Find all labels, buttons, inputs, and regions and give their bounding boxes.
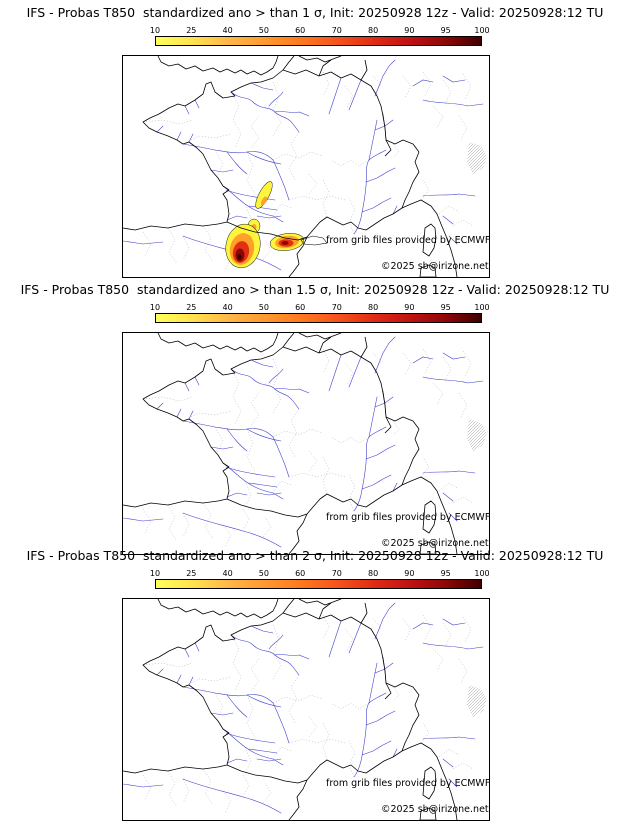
colorbar-tick: 50 <box>258 26 269 35</box>
colorbar-tick: 100 <box>474 303 490 312</box>
colorbar-tick: 25 <box>186 303 197 312</box>
colorbar-tick: 40 <box>222 303 233 312</box>
colorbar-tick: 95 <box>440 303 451 312</box>
colorbar-tick: 100 <box>474 569 490 578</box>
colorbar-gradient <box>155 579 482 589</box>
colorbar: 10 25 40 50 60 70 80 90 95 100 <box>150 303 490 323</box>
panel-title: IFS - Probas T850 standardized ano > tha… <box>26 5 604 20</box>
colorbar-tick: 80 <box>368 26 379 35</box>
colorbar-tick: 60 <box>295 26 306 35</box>
colorbar-gradient <box>155 36 482 46</box>
colorbar-tick: 10 <box>149 26 161 35</box>
colorbar-tick: 25 <box>186 26 197 35</box>
colorbar-tick: 25 <box>186 569 197 578</box>
colorbar-gradient <box>155 313 482 323</box>
colorbar-tick: 70 <box>331 26 342 35</box>
colorbar-tick: 70 <box>331 569 342 578</box>
copyright-text: ©2025 sb@irizone.net <box>381 804 489 815</box>
colorbar-tick: 80 <box>368 569 379 578</box>
panel-title: IFS - Probas T850 standardized ano > tha… <box>20 282 610 297</box>
colorbar-tick: 50 <box>258 303 269 312</box>
colorbar-ticks: 10 25 40 50 60 70 80 90 95 100 <box>150 569 490 579</box>
colorbar-ticks: 10 25 40 50 60 70 80 90 95 100 <box>150 303 490 313</box>
colorbar-tick: 70 <box>331 303 342 312</box>
colorbar-tick: 95 <box>440 26 451 35</box>
map-sigma-2: from grib files provided by ECMWF ©2025 … <box>122 598 490 821</box>
map-sigma-1-5: from grib files provided by ECMWF ©2025 … <box>122 332 490 555</box>
colorbar-tick: 90 <box>404 26 415 35</box>
colorbar-tick: 100 <box>474 26 490 35</box>
colorbar: 10 25 40 50 60 70 80 90 95 100 <box>150 26 490 46</box>
attribution-text: from grib files provided by ECMWF <box>326 778 489 789</box>
colorbar: 10 25 40 50 60 70 80 90 95 100 <box>150 569 490 589</box>
colorbar-tick: 10 <box>149 569 161 578</box>
copyright-text: ©2025 sb@irizone.net <box>381 538 489 549</box>
colorbar-tick: 90 <box>404 569 415 578</box>
map-sigma-1: from grib files provided by ECMWF ©2025 … <box>122 55 490 278</box>
colorbar-tick: 60 <box>295 569 306 578</box>
colorbar-tick: 50 <box>258 569 269 578</box>
colorbar-tick: 10 <box>149 303 161 312</box>
colorbar-tick: 80 <box>368 303 379 312</box>
colorbar-tick: 90 <box>404 303 415 312</box>
colorbar-tick: 60 <box>295 303 306 312</box>
panel-sigma-1: IFS - Probas T850 standardized ano > tha… <box>0 0 630 278</box>
colorbar-tick: 40 <box>222 26 233 35</box>
colorbar-tick: 95 <box>440 569 451 578</box>
colorbar-tick: 40 <box>222 569 233 578</box>
colorbar-ticks: 10 25 40 50 60 70 80 90 95 100 <box>150 26 490 36</box>
attribution-text: from grib files provided by ECMWF <box>326 512 489 523</box>
panel-sigma-2: IFS - Probas T850 standardized ano > tha… <box>0 543 630 821</box>
panel-sigma-1-5: IFS - Probas T850 standardized ano > tha… <box>0 277 630 555</box>
copyright-text: ©2025 sb@irizone.net <box>381 261 489 272</box>
panel-title: IFS - Probas T850 standardized ano > tha… <box>26 548 604 563</box>
attribution-text: from grib files provided by ECMWF <box>326 235 489 246</box>
